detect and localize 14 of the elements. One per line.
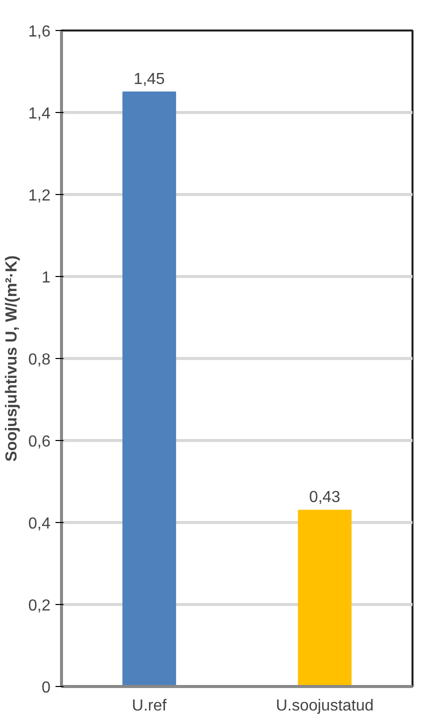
y-tick-label: 1,6	[28, 24, 51, 40]
y-tick-label: 0,4	[28, 516, 51, 532]
data-label: 0,43	[309, 489, 340, 506]
y-tick-label: 1,4	[28, 106, 51, 122]
data-label: 1,45	[134, 71, 165, 88]
y-tick-label: 1	[42, 270, 51, 286]
y-axis-title: Soojusjuhtivus U, W/(m²·K)	[3, 255, 20, 462]
x-tick-label: U.ref	[132, 698, 168, 714]
x-tick-label: U.soojustatud	[276, 698, 374, 714]
y-tick-label: 0,2	[28, 598, 51, 614]
y-tick-label: 1,2	[28, 188, 51, 204]
y-tick-label: 0	[42, 680, 51, 696]
y-tick-label: 0,8	[28, 352, 51, 368]
y-tick-label: 0,6	[28, 434, 51, 450]
